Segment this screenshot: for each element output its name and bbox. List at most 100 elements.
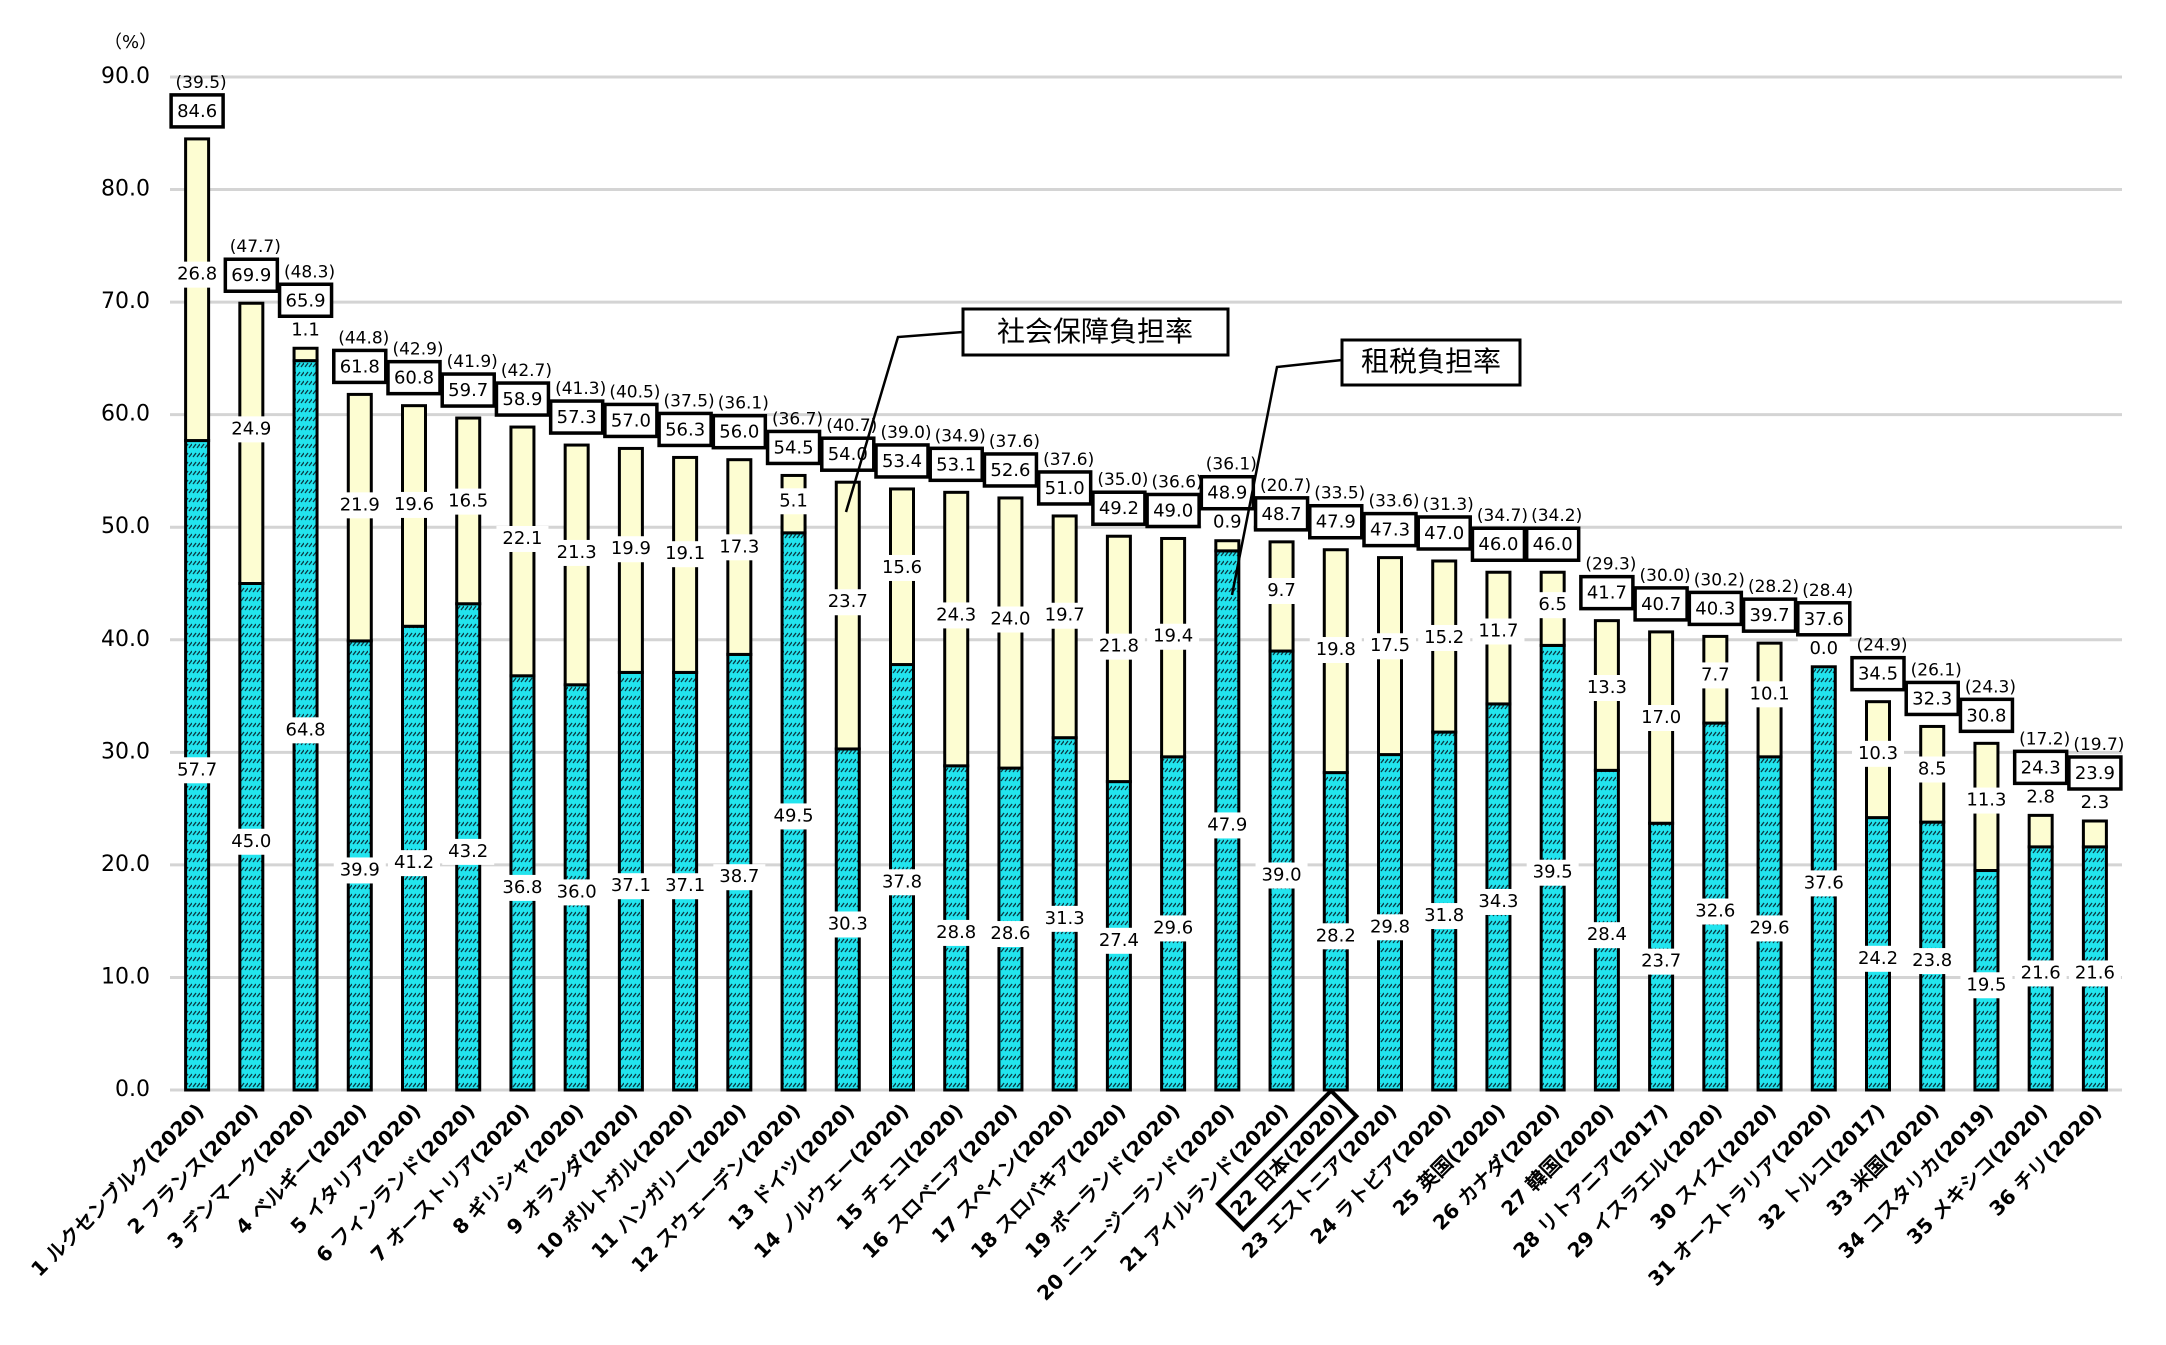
total-value-label: 49.2 xyxy=(1099,498,1139,519)
tax-value-label: 36.0 xyxy=(557,881,597,902)
y-tick-label: 30.0 xyxy=(101,739,150,764)
total-box xyxy=(1145,492,1201,529)
social-security-value-label: 0.0 xyxy=(1809,638,1838,659)
tax-value-label-group: 37.1 xyxy=(604,873,657,900)
tax-value-label-bg xyxy=(1960,972,2013,999)
social-security-value-label: 19.9 xyxy=(611,538,651,559)
tax-value-label-group: 23.8 xyxy=(1906,948,1959,975)
highlight-box-japan xyxy=(1215,1087,1360,1233)
social-security-value-label-group: 10.3 xyxy=(1852,740,1904,767)
total-value-label: 47.9 xyxy=(1316,512,1356,533)
total-box xyxy=(603,402,659,439)
total-box xyxy=(223,257,280,293)
social-security-value-label-group: 1.1 xyxy=(279,317,332,344)
total-box xyxy=(1091,490,1147,526)
total-box xyxy=(1579,574,1635,611)
y-tick-label: 40.0 xyxy=(101,627,150,652)
tax-value-label-group: 21.6 xyxy=(2068,960,2121,987)
tax-value-label-bg xyxy=(2014,960,2067,987)
social-security-value-label-group: 10.1 xyxy=(1743,681,1796,708)
tax-value-label: 29.6 xyxy=(1750,917,1790,938)
ratio-label: (19.7) xyxy=(2073,735,2124,755)
tax-value-label: 29.8 xyxy=(1370,916,1410,937)
tax-value-label-bg xyxy=(1526,859,1579,886)
tax-value-label-bg xyxy=(333,857,386,884)
social-security-value-label-bg xyxy=(1526,592,1579,619)
tax-value-label-group: 31.8 xyxy=(1418,903,1471,930)
tax-value-label-group: 38.7 xyxy=(713,864,766,891)
total-value-label: 59.7 xyxy=(448,380,488,401)
social-security-value-label-group: 19.7 xyxy=(1038,602,1091,629)
ratio-label: (41.9) xyxy=(447,352,498,372)
social-security-value-label-bg xyxy=(442,488,495,515)
total-box xyxy=(440,372,496,408)
total-value-label: 65.9 xyxy=(286,290,326,311)
social-security-value-label-bg xyxy=(1418,624,1471,651)
total-box xyxy=(765,429,822,466)
tax-value-label: 21.6 xyxy=(2075,962,2115,983)
tax-value-label-group: 34.3 xyxy=(1472,888,1525,915)
social-security-value-label: 19.4 xyxy=(1153,626,1193,647)
social-security-value-label: 24.9 xyxy=(231,418,271,439)
tax-value-label: 23.7 xyxy=(1641,951,1681,972)
total-box xyxy=(494,381,551,417)
tax-value-label-group: 31.3 xyxy=(1038,905,1091,932)
social-security-value-label-group: 24.0 xyxy=(984,606,1037,633)
ratio-label: (41.3) xyxy=(555,379,606,399)
bar-social-security-segment xyxy=(292,346,319,363)
total-box xyxy=(1470,526,1527,562)
callout-box-tax xyxy=(1340,338,1522,387)
total-value-label: 23.9 xyxy=(2075,763,2115,784)
total-value-label: 48.9 xyxy=(1207,483,1247,504)
tax-value-label-bg xyxy=(550,879,603,906)
ratio-label: (37.6) xyxy=(989,432,1040,452)
social-security-value-label: 19.7 xyxy=(1045,605,1085,626)
total-box xyxy=(1904,680,1960,717)
social-security-value-label: 23.7 xyxy=(828,591,868,612)
total-box xyxy=(657,411,713,448)
social-security-value-label-bg xyxy=(1255,577,1308,604)
tax-value-label-group: 24.2 xyxy=(1852,945,1904,972)
social-security-value-label: 21.9 xyxy=(340,494,380,515)
social-security-value-label-group: 15.2 xyxy=(1418,624,1471,651)
social-security-value-label: 1.1 xyxy=(291,319,320,340)
social-security-value-label-bg xyxy=(1852,740,1904,767)
social-security-value-label: 21.8 xyxy=(1099,636,1139,657)
tax-value-label-group: 43.2 xyxy=(442,838,495,865)
callout-tax: 租税負担率 xyxy=(1361,345,1501,378)
total-value-label: 30.8 xyxy=(1966,705,2006,726)
tax-value-label: 37.1 xyxy=(611,875,651,896)
total-value-label: 52.6 xyxy=(990,460,1030,481)
tax-value-label: 23.8 xyxy=(1912,950,1952,971)
tax-value-label: 39.9 xyxy=(340,859,380,880)
tax-value-label: 39.0 xyxy=(1262,865,1302,886)
tax-value-label-group: 64.8 xyxy=(279,717,332,744)
bar-social-security-segment xyxy=(943,490,970,768)
tax-value-label: 39.5 xyxy=(1533,862,1573,883)
tax-value-label-group: 28.8 xyxy=(930,919,983,946)
social-security-value-label-group: 5.1 xyxy=(767,488,820,515)
total-value-label: 39.7 xyxy=(1750,605,1790,626)
bar-social-security-segment xyxy=(2081,819,2108,849)
y-axis: （%） 0.0 10.0 20.0 30.0 40.0 50.0 60.0 70.0 80.0 9… xyxy=(101,32,157,1102)
tax-value-label: 32.6 xyxy=(1695,901,1735,922)
tax-value-label-group: 30.3 xyxy=(821,911,874,938)
total-value-label: 84.6 xyxy=(177,101,217,122)
total-value-label: 54.0 xyxy=(828,444,868,465)
ratio-label: (35.0) xyxy=(1097,470,1148,490)
tax-value-label: 37.8 xyxy=(882,871,922,892)
tax-value-label: 41.2 xyxy=(394,852,434,873)
social-security-value-label-bg xyxy=(984,606,1037,633)
social-security-value-label: 22.1 xyxy=(502,528,542,549)
y-tick-label: 90.0 xyxy=(101,64,150,89)
tax-value-label-bg xyxy=(1689,898,1742,925)
total-value-label: 40.7 xyxy=(1641,594,1681,615)
social-security-value-label: 16.5 xyxy=(448,491,488,512)
tax-value-label: 43.2 xyxy=(448,841,488,862)
ratio-label: (20.7) xyxy=(1260,476,1311,496)
legend-callouts: 社会保障負担率 租税負担率 xyxy=(844,307,1522,596)
ratio-label: (39.5) xyxy=(176,73,227,93)
tax-value-label: 28.2 xyxy=(1316,925,1356,946)
social-security-value-label-group: 6.5 xyxy=(1526,592,1579,619)
total-box xyxy=(1850,655,1906,692)
